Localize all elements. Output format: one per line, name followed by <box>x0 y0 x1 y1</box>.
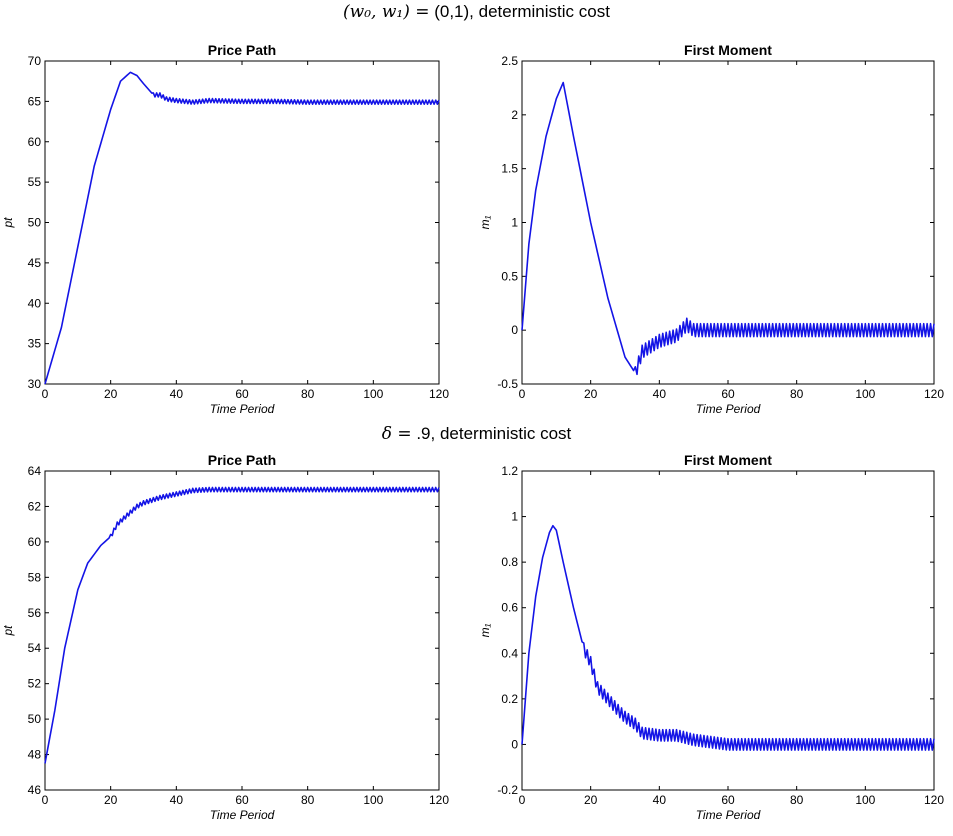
y-tick-label: 65 <box>28 94 42 108</box>
plot-axes-frame <box>521 60 935 385</box>
y-tick-label: 40 <box>28 296 42 310</box>
y-tick-label: 0.4 <box>501 646 518 660</box>
y-tick-label: 1.5 <box>501 162 518 176</box>
x-tick-label: 100 <box>855 793 875 807</box>
x-tick-label: 100 <box>363 387 383 401</box>
y-tick-label: 48 <box>28 748 42 762</box>
x-tick-label: 0 <box>519 793 526 807</box>
y-tick-label: 0.8 <box>501 555 518 569</box>
x-axis-label: Time Period <box>696 808 761 822</box>
plot-axes-frame <box>521 470 935 791</box>
y-tick-label: 55 <box>28 175 42 189</box>
y-tick-label: 0.2 <box>501 692 518 706</box>
x-tick-label: 80 <box>301 793 315 807</box>
plot-axes-frame <box>44 470 440 791</box>
y-tick-label: 50 <box>28 712 42 726</box>
chart-title: First Moment <box>684 42 772 58</box>
chart-title: First Moment <box>684 452 772 468</box>
x-tick-label: 120 <box>429 387 449 401</box>
x-tick-label: 120 <box>924 793 944 807</box>
y-axis-label: pt <box>1 217 15 229</box>
y-tick-label: 56 <box>28 606 42 620</box>
y-tick-label: 45 <box>28 256 42 270</box>
series-line <box>44 486 440 764</box>
row-title-top: (w₀, w₁) = (0,1), deterministic cost <box>0 2 953 22</box>
x-tick-label: 40 <box>653 387 667 401</box>
x-tick-label: 0 <box>42 793 49 807</box>
x-tick-label: 100 <box>855 387 875 401</box>
plot-axes-frame <box>44 60 440 385</box>
x-tick-label: 0 <box>42 387 49 401</box>
y-tick-label: 1 <box>511 216 518 230</box>
chart-title: Price Path <box>208 42 276 58</box>
y-tick-label: 1 <box>511 510 518 524</box>
x-tick-label: 80 <box>301 387 315 401</box>
series-line <box>44 71 440 385</box>
x-tick-label: 60 <box>721 387 735 401</box>
x-tick-label: 60 <box>235 793 249 807</box>
x-tick-label: 20 <box>104 387 118 401</box>
row-title-top-text: (0,1), deterministic cost <box>429 2 610 21</box>
row-title-bottom-math: δ = <box>381 424 412 444</box>
y-tick-label: 54 <box>28 641 42 655</box>
y-tick-label: -0.2 <box>497 783 518 797</box>
x-tick-label: 40 <box>653 793 667 807</box>
x-tick-label: 0 <box>519 387 526 401</box>
y-tick-label: 30 <box>28 377 42 391</box>
x-tick-label: 100 <box>363 793 383 807</box>
y-tick-label: 2.5 <box>501 54 518 68</box>
y-tick-label: 50 <box>28 216 42 230</box>
y-tick-label: 1.2 <box>501 464 518 478</box>
y-tick-label: 52 <box>28 677 42 691</box>
y-tick-label: 0.6 <box>501 601 518 615</box>
y-axis-label: m₁ <box>478 215 492 229</box>
x-tick-label: 120 <box>924 387 944 401</box>
y-tick-label: 62 <box>28 499 42 513</box>
x-tick-label: 40 <box>170 793 184 807</box>
series-line <box>521 81 935 376</box>
y-tick-label: 2 <box>511 108 518 122</box>
row-title-top-math: (w₀, w₁) = <box>343 2 430 22</box>
x-tick-label: 20 <box>584 387 598 401</box>
y-tick-label: 64 <box>28 464 42 478</box>
y-tick-label: 60 <box>28 535 42 549</box>
y-tick-label: 0 <box>511 323 518 337</box>
x-tick-label: 20 <box>104 793 118 807</box>
chart-title: Price Path <box>208 452 276 468</box>
y-axis-label: m₁ <box>478 623 492 637</box>
x-tick-label: 80 <box>790 387 804 401</box>
y-axis-label: pt <box>1 625 15 637</box>
x-tick-label: 60 <box>721 793 735 807</box>
row-title-bottom: δ = .9, deterministic cost <box>0 424 953 444</box>
y-tick-label: 35 <box>28 337 42 351</box>
y-tick-label: 60 <box>28 135 42 149</box>
y-tick-label: 0.5 <box>501 269 518 283</box>
x-tick-label: 40 <box>170 387 184 401</box>
x-tick-label: 20 <box>584 793 598 807</box>
x-axis-label: Time Period <box>210 402 275 416</box>
x-tick-label: 120 <box>429 793 449 807</box>
y-tick-label: 70 <box>28 54 42 68</box>
x-axis-label: Time Period <box>210 808 275 822</box>
row-title-bottom-text: .9, deterministic cost <box>411 424 572 443</box>
y-tick-label: -0.5 <box>497 377 518 391</box>
y-tick-label: 58 <box>28 570 42 584</box>
x-tick-label: 80 <box>790 793 804 807</box>
x-axis-label: Time Period <box>696 402 761 416</box>
x-tick-label: 60 <box>235 387 249 401</box>
series-line <box>521 524 935 751</box>
y-tick-label: 46 <box>28 783 42 797</box>
y-tick-label: 0 <box>511 737 518 751</box>
